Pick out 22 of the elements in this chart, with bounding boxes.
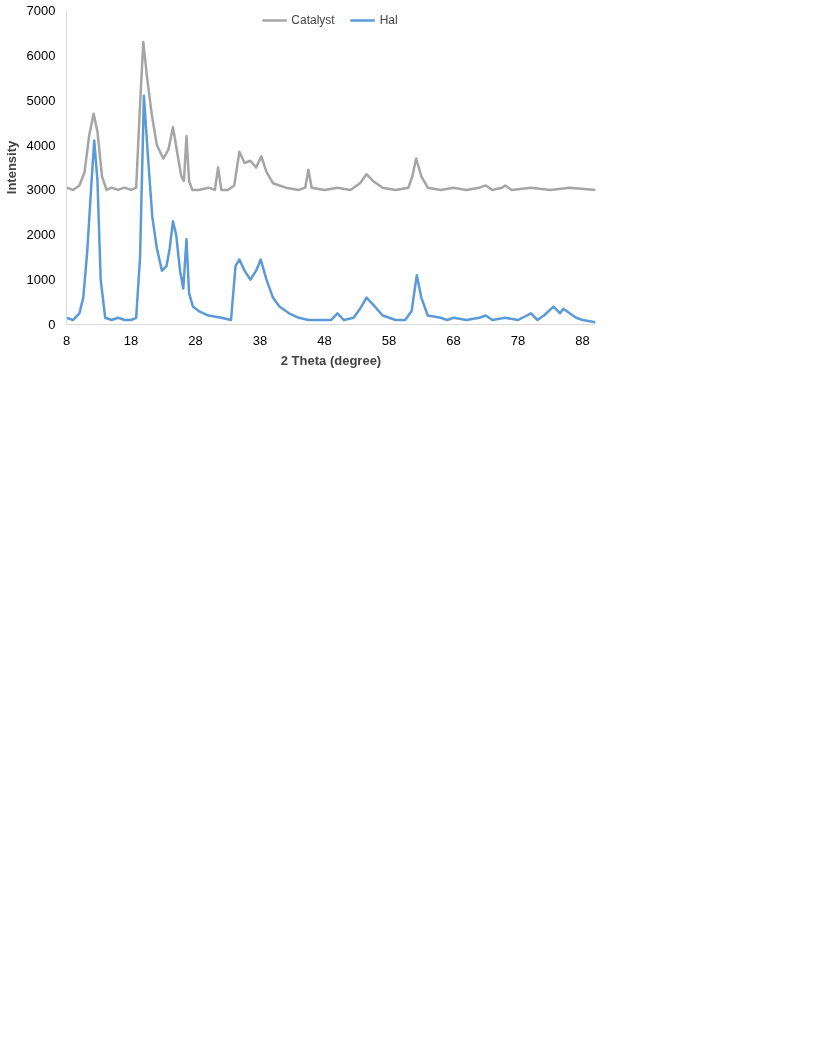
x-tick-label: 28	[188, 332, 203, 348]
x-tick-label: 38	[252, 332, 268, 348]
y-tick-label: 0	[48, 317, 56, 332]
x-tick-label: 18	[123, 332, 139, 348]
y-tick-label: 3000	[26, 182, 56, 198]
y-tick-label: 6000	[26, 47, 56, 63]
x-tick-label: 8	[62, 332, 71, 348]
y-axis-title: Intensity	[3, 140, 19, 195]
x-tick-label: 88	[575, 332, 590, 348]
y-tick-label: 7000	[26, 3, 56, 18]
y-tick-label: 5000	[26, 92, 56, 108]
y-tick-label: 1000	[26, 272, 56, 288]
x-tick-label: 68	[446, 332, 461, 348]
line-series	[66, 40, 596, 192]
x-tick-label: 48	[317, 332, 332, 348]
x-tick-label: 58	[381, 332, 397, 348]
legend-label: Hal	[379, 13, 399, 27]
x-axis-title: 2 Theta (degree)	[280, 352, 382, 368]
y-tick-label: 2000	[26, 227, 56, 243]
y-tick-label: 4000	[26, 137, 56, 153]
x-tick-label: 78	[510, 332, 526, 348]
legend-label: Catalyst	[291, 13, 335, 27]
